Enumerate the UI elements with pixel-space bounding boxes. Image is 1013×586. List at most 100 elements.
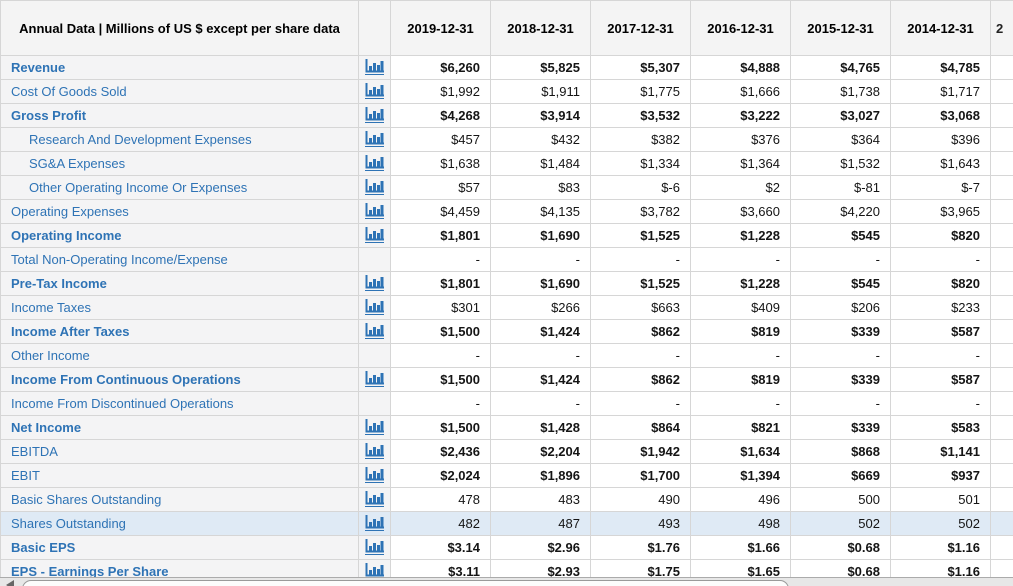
chart-icon-button[interactable] [365,227,384,243]
value-cell: $1,638 [390,151,491,176]
table-row: Shares Outstanding 482 487 493 498 502 502 [0,511,1013,536]
row-label-cell: Other Operating Income Or Expenses [0,175,359,200]
table-row: Other Income - - - - - - [0,343,1013,368]
partial-column-cell [990,511,1013,536]
chart-icon-button[interactable] [365,83,384,99]
chart-icon-cell [358,511,391,536]
row-label-link[interactable]: Operating Expenses [11,204,129,219]
row-label-link[interactable]: Income From Continuous Operations [11,372,241,387]
row-label-link[interactable]: EPS - Earnings Per Share [11,564,169,579]
chart-icon-button[interactable] [365,443,384,459]
row-label-cell: Income From Continuous Operations [0,367,359,392]
value-cell: $669 [790,463,891,488]
partial-column-cell [990,55,1013,80]
value-cell: $4,135 [490,199,591,224]
row-label-cell: Operating Expenses [0,199,359,224]
value-cell: $1,500 [390,367,491,392]
chart-icon-button[interactable] [365,59,384,75]
value-cell: $820 [890,223,991,248]
chart-icon-cell [358,343,391,368]
row-label-link[interactable]: Net Income [11,420,82,435]
value-cell: $819 [690,319,791,344]
row-label-link[interactable]: Pre-Tax Income [11,276,107,291]
value-cell: 478 [390,487,491,512]
value-cell: $868 [790,439,891,464]
row-label-link[interactable]: Operating Income [11,228,122,243]
table-row: Income From Discontinued Operations - - - - -… [0,391,1013,416]
units-header: Annual Data | Millions of US $ except pe… [0,0,359,56]
row-label-link[interactable]: Research And Development Expenses [29,132,252,147]
horizontal-scrollbar[interactable] [0,577,1013,586]
chart-icon-button[interactable] [365,203,384,219]
bar-chart-icon [365,371,384,385]
value-cell: $4,459 [390,199,491,224]
scrollbar-thumb[interactable] [22,580,789,586]
value-cell: $1,228 [690,223,791,248]
value-cell: $1,364 [690,151,791,176]
chart-icon-button[interactable] [365,275,384,291]
row-label-link[interactable]: Basic Shares Outstanding [11,492,162,507]
chart-icon-button[interactable] [365,323,384,339]
chart-icon-button[interactable] [365,179,384,195]
value-cell: $1,738 [790,79,891,104]
value-cell: $1.76 [590,535,691,560]
value-cell: $4,268 [390,103,491,128]
value-cell: $862 [590,319,691,344]
value-cell: $457 [390,127,491,152]
value-cell: $1,717 [890,79,991,104]
value-cell: $6,260 [390,55,491,80]
partial-column-cell [990,295,1013,320]
value-cell: $1,428 [490,415,591,440]
row-label-link[interactable]: Income Taxes [11,300,91,315]
row-label-link[interactable]: Basic EPS [11,540,76,555]
row-label-link[interactable]: Income After Taxes [11,324,130,339]
value-cell: - [690,343,791,368]
chart-icon-button[interactable] [365,515,384,531]
row-label-cell: Basic Shares Outstanding [0,487,359,512]
partial-column-cell [990,343,1013,368]
bar-chart-icon [365,131,384,145]
row-label-link[interactable]: Cost Of Goods Sold [11,84,127,99]
row-label-link[interactable]: EBIT [11,468,40,483]
value-cell: $1,896 [490,463,591,488]
bar-chart-icon [365,107,384,121]
row-label-link[interactable]: Revenue [11,60,66,75]
scroll-left-arrow-icon[interactable] [6,580,14,586]
chart-icon-button[interactable] [365,419,384,435]
chart-icon-button[interactable] [365,299,384,315]
row-label-cell: Gross Profit [0,103,359,128]
value-cell: $83 [490,175,591,200]
chart-icon-button[interactable] [365,491,384,507]
value-cell: $1,500 [390,319,491,344]
chart-icon-button[interactable] [365,131,384,147]
row-label-link[interactable]: Other Income [11,348,90,363]
bar-chart-icon [365,59,384,73]
row-label-link[interactable]: SG&A Expenses [29,156,126,171]
row-label-link[interactable]: Total Non-Operating Income/Expense [11,252,228,267]
row-label-link[interactable]: Shares Outstanding [11,516,126,531]
chart-icon-cell [358,535,391,560]
value-cell: $1,525 [590,271,691,296]
chart-icon-cell [358,175,391,200]
row-label-cell: Pre-Tax Income [0,271,359,296]
value-cell: 490 [590,487,691,512]
row-label-link[interactable]: Income From Discontinued Operations [11,396,234,411]
table-row: Operating Expenses $4,459 $4,135 $3,782 $3,6… [0,199,1013,224]
value-cell: $820 [890,271,991,296]
chart-icon-button[interactable] [365,467,384,483]
value-cell: $57 [390,175,491,200]
chart-icon-button[interactable] [365,155,384,171]
chart-icon-cell [358,223,391,248]
value-cell: $3,782 [590,199,691,224]
value-cell: - [890,343,991,368]
chart-icon-button[interactable] [365,371,384,387]
row-label-link[interactable]: Gross Profit [11,108,87,123]
row-label-link[interactable]: Other Operating Income Or Expenses [29,180,248,195]
chart-icon-button[interactable] [365,107,384,123]
value-cell: $233 [890,295,991,320]
value-cell: $206 [790,295,891,320]
row-label-link[interactable]: EBITDA [11,444,58,459]
partial-column-cell [990,271,1013,296]
chart-icon-button[interactable] [365,539,384,555]
value-cell: $1.16 [890,535,991,560]
